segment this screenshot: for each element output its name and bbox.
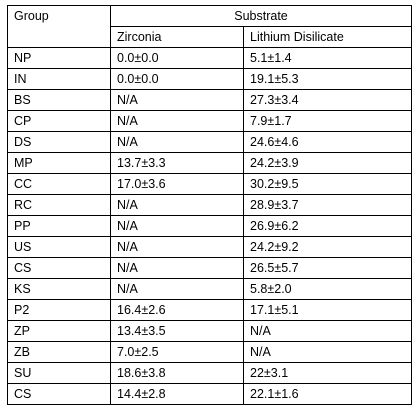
lithium-disilicate-cell: 5.1±1.4 xyxy=(242,47,413,69)
group-cell: NP xyxy=(7,47,111,69)
zirconia-cell: N/A xyxy=(110,257,244,279)
table-row: BS N/A 27.3±3.4 xyxy=(7,89,413,111)
zirconia-cell: N/A xyxy=(110,194,244,216)
group-cell: IN xyxy=(7,68,111,90)
zirconia-cell: N/A xyxy=(110,215,244,237)
group-cell: ZP xyxy=(7,320,111,342)
lithium-disilicate-cell: 24.2±3.9 xyxy=(242,152,413,174)
zirconia-cell: 0.0±0.0 xyxy=(110,47,244,69)
zirconia-cell: N/A xyxy=(110,236,244,258)
zirconia-cell: 0.0±0.0 xyxy=(110,68,244,90)
zirconia-cell: N/A xyxy=(110,110,244,132)
table-row: CS 14.4±2.8 22.1±1.6 xyxy=(7,383,413,405)
lithium-disilicate-cell: 17.1±5.1 xyxy=(242,299,413,321)
table-row: CC 17.0±3.6 30.2±9.5 xyxy=(7,173,413,195)
table-row: P2 16.4±2.6 17.1±5.1 xyxy=(7,299,413,321)
zirconia-cell: 13.7±3.3 xyxy=(110,152,244,174)
lithium-disilicate-cell: 22.1±1.6 xyxy=(242,383,413,405)
group-cell: KS xyxy=(7,278,111,300)
table-row: CS N/A 26.5±5.7 xyxy=(7,257,413,279)
lithium-disilicate-cell: 26.5±5.7 xyxy=(242,257,413,279)
table-row: DS N/A 24.6±4.6 xyxy=(7,131,413,153)
group-cell: PP xyxy=(7,215,111,237)
zirconia-cell: N/A xyxy=(110,278,244,300)
table-row: ZB 7.0±2.5 N/A xyxy=(7,341,413,363)
table-row: IN 0.0±0.0 19.1±5.3 xyxy=(7,68,413,90)
table-row: PP N/A 26.9±6.2 xyxy=(7,215,413,237)
lithium-disilicate-cell: 24.6±4.6 xyxy=(242,131,413,153)
table-row: MP 13.7±3.3 24.2±3.9 xyxy=(7,152,413,174)
table-row: ZP 13.4±3.5 N/A xyxy=(7,320,413,342)
group-cell: BS xyxy=(7,89,111,111)
group-cell: CS xyxy=(7,257,111,279)
zirconia-cell: 18.6±3.8 xyxy=(110,362,244,384)
zirconia-cell: 17.0±3.6 xyxy=(110,173,244,195)
group-header: Group xyxy=(7,5,111,48)
lithium-disilicate-cell: N/A xyxy=(242,320,413,342)
zirconia-cell: 7.0±2.5 xyxy=(110,341,244,363)
column-header: Zirconia xyxy=(110,26,244,48)
lithium-disilicate-cell: 7.9±1.7 xyxy=(242,110,413,132)
zirconia-cell: N/A xyxy=(110,131,244,153)
lithium-disilicate-cell: N/A xyxy=(242,341,413,363)
results-table: Group Substrate Zirconia Lithium Disilic… xyxy=(7,5,413,405)
substrate-header: Substrate xyxy=(109,5,413,27)
group-cell: ZB xyxy=(7,341,111,363)
table-row: KS N/A 5.8±2.0 xyxy=(7,278,413,300)
column-header: Lithium Disilicate xyxy=(242,26,413,48)
group-cell: MP xyxy=(7,152,111,174)
lithium-disilicate-cell: 26.9±6.2 xyxy=(242,215,413,237)
group-cell: CP xyxy=(7,110,111,132)
lithium-disilicate-cell: 19.1±5.3 xyxy=(242,68,413,90)
group-cell: SU xyxy=(7,362,111,384)
table-row: RC N/A 28.9±3.7 xyxy=(7,194,413,216)
zirconia-cell: 16.4±2.6 xyxy=(110,299,244,321)
lithium-disilicate-cell: 5.8±2.0 xyxy=(242,278,413,300)
group-cell: RC xyxy=(7,194,111,216)
lithium-disilicate-cell: 30.2±9.5 xyxy=(242,173,413,195)
group-cell: CS xyxy=(7,383,111,405)
table-row: SU 18.6±3.8 22±3.1 xyxy=(7,362,413,384)
lithium-disilicate-cell: 28.9±3.7 xyxy=(242,194,413,216)
table-row: CP N/A 7.9±1.7 xyxy=(7,110,413,132)
group-cell: CC xyxy=(7,173,111,195)
group-cell: P2 xyxy=(7,299,111,321)
table-body: NP 0.0±0.0 5.1±1.4 IN 0.0±0.0 19.1±5.3 BS N/A 27… xyxy=(7,47,413,405)
zirconia-cell: N/A xyxy=(110,89,244,111)
group-cell: US xyxy=(7,236,111,258)
lithium-disilicate-cell: 24.2±9.2 xyxy=(242,236,413,258)
lithium-disilicate-cell: 22±3.1 xyxy=(242,362,413,384)
table-row: NP 0.0±0.0 5.1±1.4 xyxy=(7,47,413,69)
lithium-disilicate-cell: 27.3±3.4 xyxy=(242,89,413,111)
zirconia-cell: 13.4±3.5 xyxy=(110,320,244,342)
table-row: US N/A 24.2±9.2 xyxy=(7,236,413,258)
zirconia-cell: 14.4±2.8 xyxy=(110,383,244,405)
group-cell: DS xyxy=(7,131,111,153)
